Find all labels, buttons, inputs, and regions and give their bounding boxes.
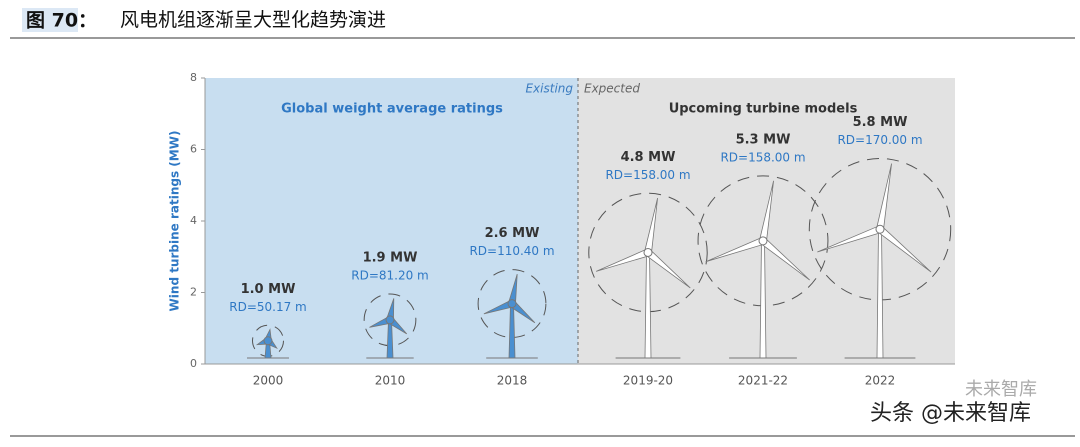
value-label: 1.9 MW [363, 250, 418, 265]
turbine [588, 192, 708, 359]
rotor-sweep [588, 192, 708, 313]
figure-title: 风电机组逐渐呈大型化趋势演进 [120, 9, 386, 31]
y-tick-label: 8 [190, 71, 197, 84]
y-axis-label: Wind turbine ratings (MW) [168, 131, 182, 312]
region-heading: Global weight average ratings [281, 102, 503, 117]
turbine [477, 269, 547, 359]
y-tick-label: 6 [190, 143, 197, 156]
plot: Existing Expected Global weight average ra… [168, 71, 955, 388]
region-heading: Upcoming turbine models [669, 102, 858, 117]
hub [263, 336, 273, 346]
x-tick-label: 2000 [253, 374, 284, 388]
region-label: Expected [584, 82, 640, 96]
hub [643, 247, 653, 257]
rd-label: RD=81.20 m [351, 268, 429, 282]
region-label: Existing [525, 82, 573, 96]
turbine [363, 293, 417, 359]
y-tick-label: 4 [190, 214, 197, 227]
watermark: 头条 @未来智库 [870, 401, 1031, 426]
hub [875, 224, 885, 234]
turbine [247, 324, 289, 359]
y-tick-label: 2 [190, 286, 197, 299]
value-label: 4.8 MW [621, 150, 676, 165]
tower [759, 240, 767, 359]
x-tick-label: 2022 [865, 374, 896, 388]
tower [508, 303, 516, 359]
tower [644, 252, 652, 359]
value-label: 2.6 MW [485, 226, 540, 241]
watermark: 未来智库 [965, 379, 1037, 400]
rd-label: RD=170.00 m [837, 133, 922, 147]
turbine [697, 175, 829, 359]
x-tick-label: 2018 [497, 374, 528, 388]
rd-label: RD=158.00 m [605, 168, 690, 182]
tower [876, 228, 884, 359]
figure-label: 图 70： [26, 10, 97, 32]
value-label: 1.0 MW [241, 282, 296, 297]
rd-label: RD=50.17 m [229, 300, 307, 314]
hub [385, 315, 395, 325]
x-tick-label: 2019-20 [623, 374, 673, 388]
y-tick-label: 0 [190, 357, 197, 370]
hub [507, 299, 517, 309]
value-label: 5.3 MW [736, 132, 791, 147]
x-tick-label: 2021-22 [738, 374, 788, 388]
label-highlight [22, 8, 78, 32]
value-label: 5.8 MW [853, 115, 908, 130]
rd-label: RD=110.40 m [469, 244, 554, 258]
rd-label: RD=158.00 m [720, 150, 805, 164]
rotor-sweep [477, 269, 547, 338]
x-tick-label: 2010 [375, 374, 406, 388]
turbine [808, 158, 952, 359]
hub [758, 236, 768, 246]
